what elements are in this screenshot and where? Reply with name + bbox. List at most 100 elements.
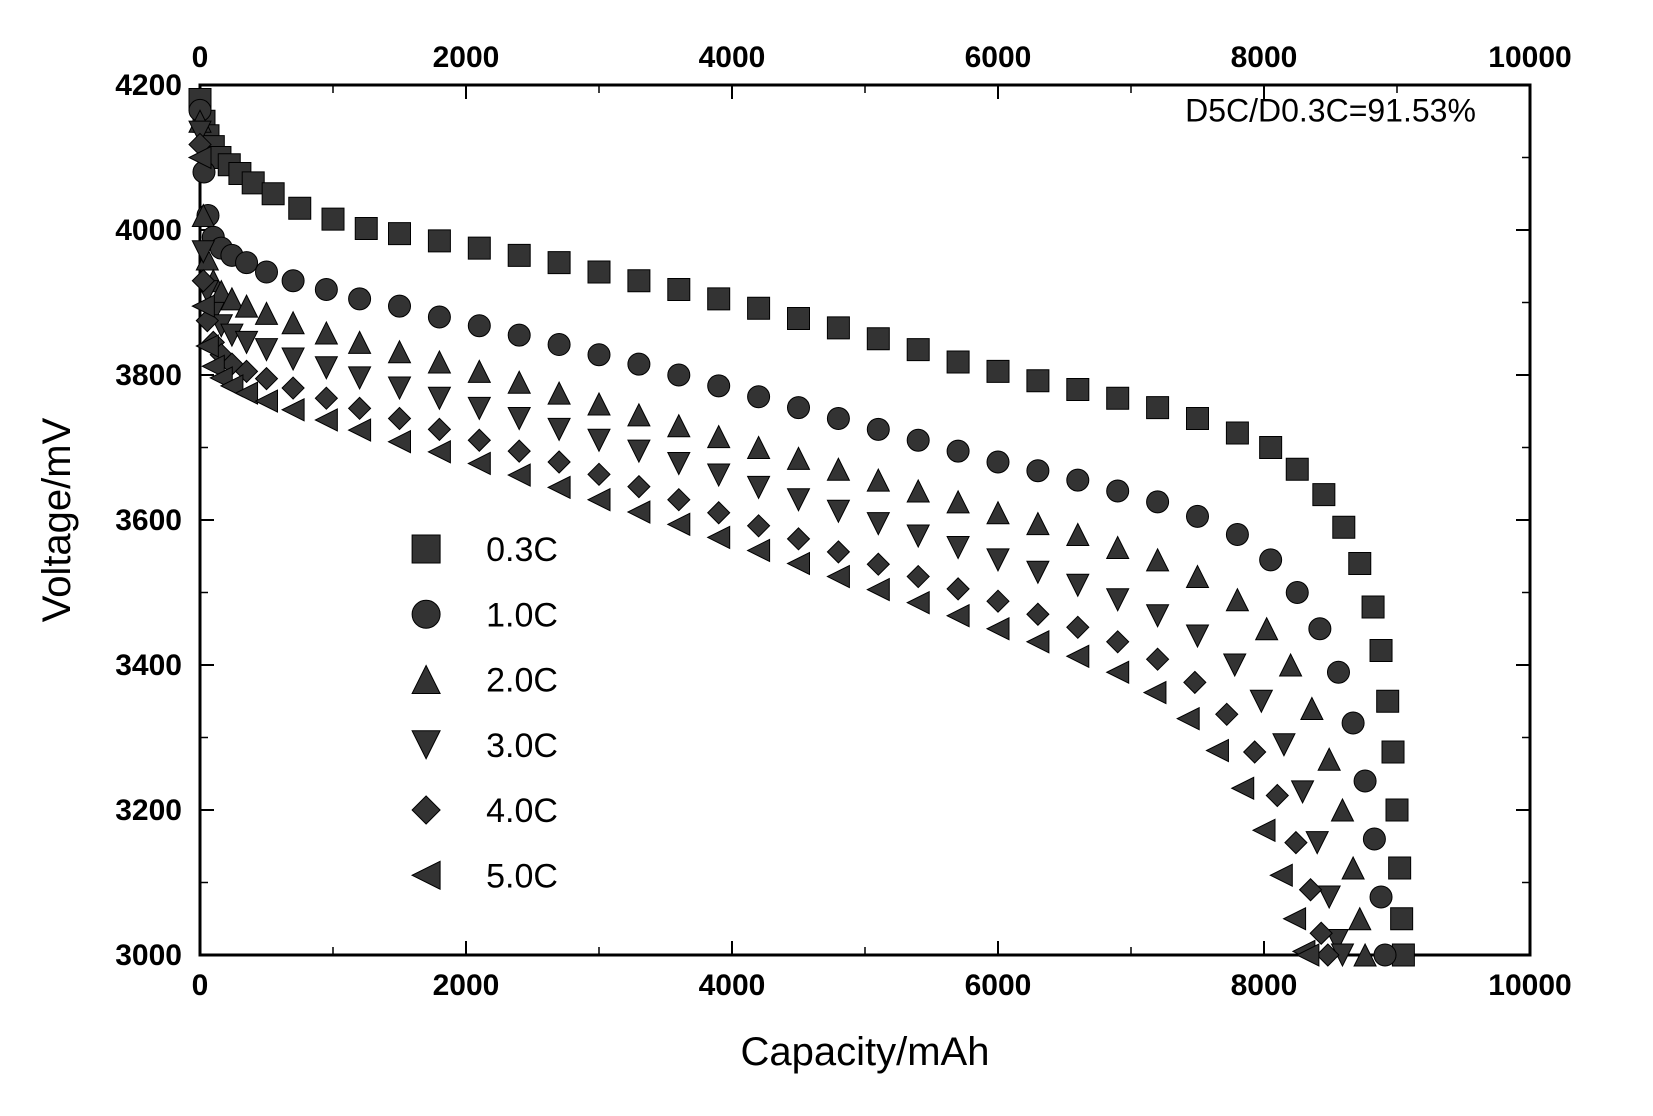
marker-circle bbox=[1342, 712, 1364, 734]
marker-circle bbox=[1370, 886, 1392, 908]
marker-triangle-left bbox=[1284, 908, 1306, 930]
marker-diamond bbox=[748, 515, 770, 537]
marker-triangle-up bbox=[788, 447, 810, 469]
marker-square bbox=[1187, 408, 1209, 430]
marker-triangle-left bbox=[282, 399, 304, 421]
marker-triangle-left bbox=[1253, 819, 1275, 841]
marker-diamond bbox=[788, 528, 810, 550]
marker-square bbox=[322, 208, 344, 230]
y-tick-label: 4200 bbox=[115, 69, 182, 102]
legend-label: 4.0C bbox=[486, 792, 558, 830]
marker-triangle-down bbox=[788, 489, 810, 511]
marker-triangle-down bbox=[588, 429, 610, 451]
legend-label: 5.0C bbox=[486, 857, 558, 895]
marker-square bbox=[588, 261, 610, 283]
marker-triangle-up bbox=[349, 331, 371, 353]
marker-square bbox=[1382, 741, 1404, 763]
marker-square bbox=[508, 244, 530, 266]
marker-square bbox=[1067, 379, 1089, 401]
marker-circle bbox=[628, 353, 650, 375]
marker-circle bbox=[1067, 469, 1089, 491]
marker-triangle-left bbox=[588, 489, 610, 511]
legend-label: 3.0C bbox=[486, 727, 558, 765]
marker-triangle-down bbox=[748, 476, 770, 498]
marker-circle bbox=[1363, 828, 1385, 850]
marker-triangle-up bbox=[628, 404, 650, 426]
marker-triangle-down bbox=[389, 377, 411, 399]
marker-square bbox=[1286, 458, 1308, 480]
x-bottom-tick-label: 4000 bbox=[699, 969, 766, 1002]
marker-triangle-up bbox=[1027, 513, 1049, 535]
x-top-tick-label: 10000 bbox=[1488, 41, 1571, 74]
marker-triangle-up bbox=[827, 458, 849, 480]
marker-triangle-up bbox=[428, 351, 450, 373]
marker-diamond bbox=[1027, 603, 1049, 625]
marker-diamond bbox=[1216, 703, 1238, 725]
marker-triangle-left bbox=[1270, 864, 1292, 886]
marker-triangle-up bbox=[1107, 537, 1129, 559]
marker-square bbox=[1226, 422, 1248, 444]
marker-triangle-down bbox=[1224, 654, 1246, 676]
marker-circle bbox=[468, 315, 490, 337]
marker-triangle-up bbox=[588, 393, 610, 415]
marker-square bbox=[867, 328, 889, 350]
y-tick-label: 3200 bbox=[115, 794, 182, 827]
marker-circle bbox=[987, 451, 1009, 473]
marker-triangle-up bbox=[389, 341, 411, 363]
x-bottom-tick-label: 6000 bbox=[965, 969, 1032, 1002]
legend: 0.3C1.0C2.0C3.0C4.0C5.0C bbox=[412, 531, 558, 895]
marker-diamond bbox=[708, 502, 730, 524]
marker-circle bbox=[867, 418, 889, 440]
marker-triangle-down bbox=[1292, 781, 1314, 803]
marker-triangle-up bbox=[1187, 566, 1209, 588]
marker-diamond bbox=[428, 418, 450, 440]
marker-diamond bbox=[508, 440, 530, 462]
marker-square bbox=[1386, 799, 1408, 821]
marker-triangle-down bbox=[947, 537, 969, 559]
marker-circle bbox=[349, 288, 371, 310]
marker-circle bbox=[1027, 460, 1049, 482]
marker-triangle-left bbox=[349, 419, 371, 441]
marker-triangle-down bbox=[827, 500, 849, 522]
marker-diamond bbox=[588, 463, 610, 485]
marker-square bbox=[1333, 516, 1355, 538]
marker-diamond bbox=[947, 578, 969, 600]
marker-circle bbox=[389, 295, 411, 317]
marker-square bbox=[628, 270, 650, 292]
marker-square bbox=[827, 317, 849, 339]
marker-triangle-down bbox=[236, 331, 258, 353]
marker-square bbox=[289, 197, 311, 219]
marker-circle bbox=[748, 386, 770, 408]
marker-diamond bbox=[1285, 832, 1307, 854]
marker-diamond bbox=[1184, 671, 1206, 693]
series-5.0C bbox=[189, 147, 1319, 967]
marker-diamond bbox=[907, 566, 929, 588]
marker-circle bbox=[907, 429, 929, 451]
y-tick-label: 4000 bbox=[115, 214, 182, 247]
x-top-tick-label: 6000 bbox=[965, 41, 1032, 74]
marker-triangle-up bbox=[468, 360, 490, 382]
marker-square bbox=[1389, 857, 1411, 879]
marker-triangle-left bbox=[548, 476, 570, 498]
marker-triangle-down bbox=[708, 464, 730, 486]
marker-triangle-left bbox=[668, 513, 690, 535]
marker-triangle-up bbox=[1256, 618, 1278, 640]
marker-triangle-down bbox=[1067, 574, 1089, 596]
marker-triangle-up bbox=[1280, 654, 1302, 676]
legend-label: 2.0C bbox=[486, 662, 558, 700]
x-bottom-tick-label: 2000 bbox=[433, 969, 500, 1002]
marker-square bbox=[355, 218, 377, 240]
marker-triangle-up bbox=[1147, 549, 1169, 571]
chart-svg: 0020002000400040006000600080008000100001… bbox=[0, 0, 1653, 1116]
marker-triangle-up bbox=[708, 426, 730, 448]
marker-triangle-down bbox=[428, 387, 450, 409]
marker-triangle-down bbox=[508, 408, 530, 430]
marker-triangle-down bbox=[282, 348, 304, 370]
x-axis-title: Capacity/mAh bbox=[741, 1030, 990, 1074]
marker-square bbox=[548, 252, 570, 274]
y-axis-title: Voltage/mV bbox=[35, 417, 79, 622]
marker-triangle-up bbox=[256, 302, 278, 324]
marker-triangle-down bbox=[668, 452, 690, 474]
marker-triangle-up bbox=[1301, 698, 1323, 720]
marker-triangle-down bbox=[548, 418, 570, 440]
